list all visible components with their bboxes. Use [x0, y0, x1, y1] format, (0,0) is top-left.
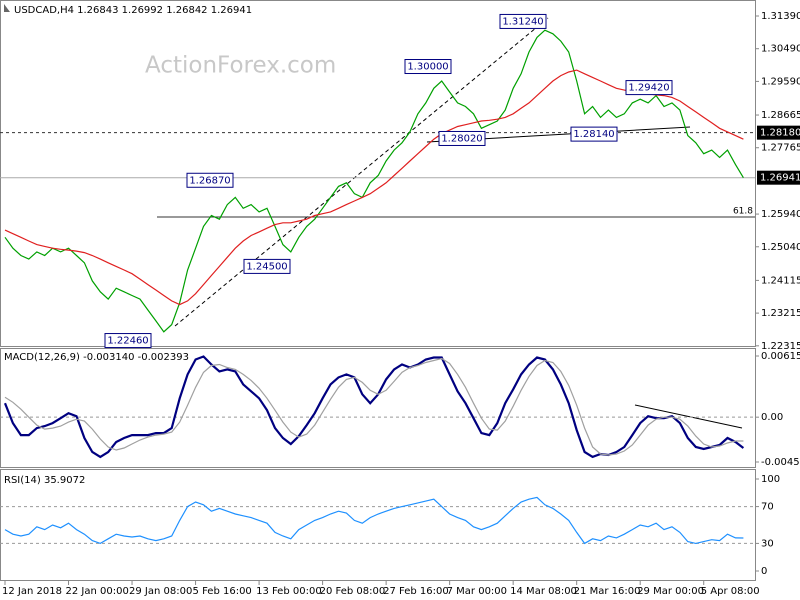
- x-tick-label: 20 Feb 08:00: [320, 586, 386, 597]
- frames: [0, 0, 756, 581]
- y-tick-label: -0.004509: [761, 457, 800, 468]
- indicator-line: [3, 355, 745, 459]
- annotation-label: 1.22460: [107, 336, 148, 347]
- rsi-title: RSI(14) 35.9072: [4, 475, 85, 486]
- y-tick-label: 0.00: [761, 412, 783, 423]
- x-tick-label: 29 Jan 08:00: [129, 586, 192, 597]
- price-level-box: [757, 125, 800, 140]
- y-tick-label: 1.25940: [761, 209, 800, 220]
- x-tick-label: 29 Mar 00:00: [637, 586, 704, 597]
- y-tick-label: 1.22315: [761, 341, 800, 352]
- annotation-label: 1.29420: [628, 83, 669, 94]
- annotation-box: [104, 333, 152, 349]
- x-tick-label: 27 Feb 16:00: [383, 586, 449, 597]
- annotation-label: 1.28020: [441, 133, 482, 144]
- y-tick-label: 1.23215: [761, 308, 800, 319]
- price-frame: [0, 0, 756, 347]
- price-level-label: 1.28180: [760, 128, 800, 139]
- annotation-label: 1.24500: [246, 261, 287, 272]
- y-tick-label: 1.30490: [761, 44, 800, 55]
- annotation-box: [243, 258, 291, 274]
- annotation-box: [499, 13, 547, 29]
- y-tick-label: 1.27765: [761, 143, 800, 154]
- annotation-box: [186, 172, 234, 188]
- y-tick-label: 1.25040: [761, 242, 800, 253]
- y-tick-label: 1.24115: [761, 275, 800, 286]
- chart-title: USDCAD,H4 1.26843 1.26992 1.26842 1.2694…: [14, 5, 252, 16]
- x-tick-label: 12 Jan 2018: [2, 586, 62, 597]
- price-line: [4, 29, 744, 333]
- annotation-label: 1.28140: [573, 129, 614, 140]
- indicator-line: [4, 496, 744, 545]
- x-tick-label: 7 Mar 00:00: [447, 586, 507, 597]
- annotation-box: [404, 59, 452, 75]
- header-icon: [4, 4, 10, 12]
- channel-line: [174, 17, 549, 327]
- annotation-label: 1.30000: [407, 62, 448, 73]
- watermark: ActionForex.com: [145, 53, 336, 79]
- x-tick-label: 14 Mar 08:00: [510, 586, 577, 597]
- indicator-line: [4, 69, 744, 306]
- annotation-box: [570, 126, 618, 142]
- annotation-box: [625, 80, 673, 96]
- annotation-label: 1.31240: [502, 16, 543, 27]
- price-level-label: 1.26941: [760, 173, 800, 184]
- y-tick-label: 70: [761, 502, 774, 513]
- x-tick-label: 5 Feb 16:00: [193, 586, 252, 597]
- x-tick-label: 21 Mar 16:00: [574, 586, 641, 597]
- price-level-box: [757, 170, 800, 185]
- x-tick-label: 13 Feb 00:00: [256, 586, 322, 597]
- y-tick-label: 0.006152: [761, 351, 800, 362]
- macd-title: MACD(12,26,9) -0.003140 -0.002393: [4, 352, 189, 363]
- x-tick-label: 22 Jan 00:00: [66, 586, 129, 597]
- y-tick-label: 0: [761, 566, 767, 577]
- y-tick-label: 30: [761, 538, 774, 549]
- macd-frame: [0, 348, 756, 468]
- indicator-line: [4, 357, 744, 456]
- y-tick-label: 1.31390: [761, 11, 800, 22]
- rsi-frame: [0, 469, 756, 581]
- macd-trendline: [634, 404, 743, 429]
- y-tick-label: 1.28665: [761, 110, 800, 121]
- annotation-label: 1.26870: [189, 175, 230, 186]
- fib-label: 61.8: [733, 206, 753, 216]
- x-tick-label: 5 Apr 08:00: [701, 586, 760, 597]
- y-tick-label: 1.29590: [761, 76, 800, 87]
- annotation-box: [438, 130, 486, 146]
- y-tick-label: 100: [761, 474, 780, 485]
